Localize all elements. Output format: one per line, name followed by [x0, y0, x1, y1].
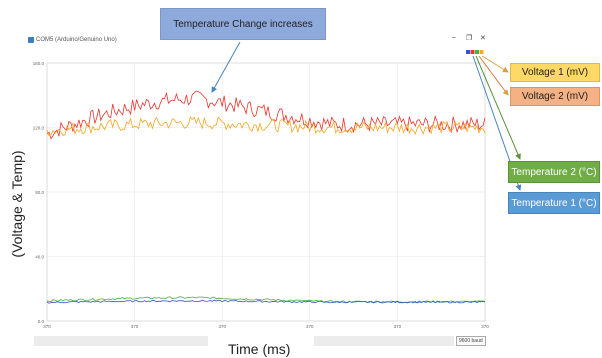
temperature-change-arrow [211, 41, 241, 93]
temperature2-arrow [475, 55, 521, 160]
maximize-button[interactable]: ❐ [466, 35, 473, 42]
voltage1-series-line [46, 116, 486, 137]
y-tick-label: 80.0 [35, 190, 44, 195]
voltage2-legend-swatch[interactable] [470, 50, 475, 54]
voltage2-arrow [478, 55, 509, 96]
x-axis-label: Time (ms) [228, 341, 291, 357]
close-button[interactable]: ✕ [480, 35, 486, 42]
temperature1-series-line [46, 299, 486, 304]
y-axis-label: (Voltage & Temp) [9, 150, 25, 258]
y-tick-label: 40.0 [35, 255, 44, 260]
x-tick-label: 370 [218, 324, 226, 329]
plot-frame [46, 62, 486, 322]
minimize-button[interactable]: – [452, 34, 456, 41]
x-tick-label: 370 [43, 324, 51, 329]
temperature1-callout: Temperature 1 (°C) [508, 192, 600, 214]
temperature2-legend-swatch[interactable] [475, 50, 479, 54]
temperature1-legend-swatch[interactable] [466, 50, 470, 54]
app-icon [28, 37, 34, 43]
voltage1-callout: Voltage 1 (mV) [510, 63, 600, 82]
voltage2-callout: Voltage 2 (mV) [510, 87, 600, 106]
baud-rate-select[interactable]: 9600 baud [456, 336, 486, 346]
input-field-left[interactable] [34, 336, 208, 346]
x-tick-label: 370 [394, 324, 402, 329]
y-tick-label: 120.0 [33, 126, 45, 131]
y-tick-label: 0.0 [38, 319, 45, 324]
voltage1-arrow [481, 55, 509, 73]
x-tick-label: 370 [131, 324, 139, 329]
voltage1-legend-swatch[interactable] [479, 50, 484, 54]
temperature2-callout: Temperature 2 (°C) [508, 161, 600, 183]
x-tick-label: 370 [481, 324, 489, 329]
temperature-change-callout: Temperature Change increases [160, 8, 326, 40]
input-field-right[interactable] [314, 336, 454, 346]
window-title: COM5 (Arduino/Genuino Uno) [36, 37, 117, 43]
x-tick-label: 370 [306, 324, 314, 329]
voltage2-series-line [46, 90, 486, 140]
y-tick-label: 160.0 [33, 61, 45, 66]
